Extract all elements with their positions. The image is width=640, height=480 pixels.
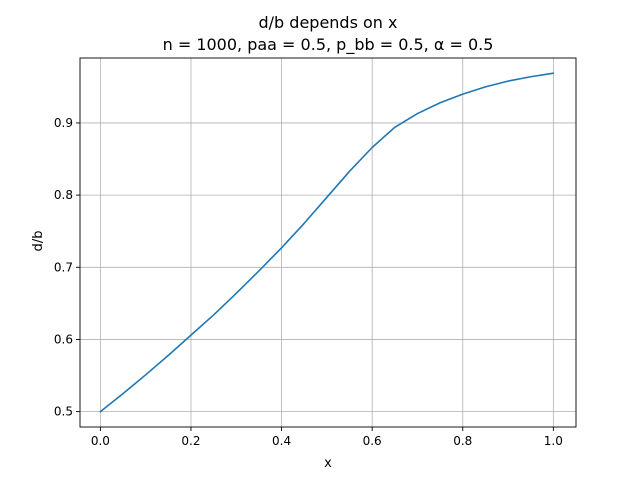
y-tick-label-3: 0.8: [54, 188, 73, 202]
y-tick-label-2: 0.7: [54, 260, 73, 274]
axes: [79, 57, 577, 428]
x-axis-label: x: [324, 456, 332, 471]
x-tick-label-2: 0.4: [272, 434, 291, 448]
ticks: 0.0 0.2 0.4 0.6 0.8 1.0 0.5 0.6 0.7 0.8 0.9: [54, 116, 563, 448]
series-line-0: [99, 72, 555, 413]
x-tick-label-1: 0.2: [181, 434, 200, 448]
x-tick-label-5: 1.0: [544, 434, 563, 448]
y-tick-label-4: 0.9: [54, 116, 73, 130]
chart-subtitle: n = 1000, paa = 0.5, p_bb = 0.5, α = 0.5: [163, 35, 494, 55]
y-tick-label-0: 0.5: [54, 405, 73, 419]
y-tick-label-1: 0.6: [54, 332, 73, 346]
plot-frame: [79, 57, 577, 428]
x-tick-label-4: 0.8: [453, 434, 472, 448]
x-tick-label-0: 0.0: [91, 434, 110, 448]
grid: [80, 58, 576, 427]
series-layer: [99, 72, 555, 413]
y-axis-label: d/b: [31, 231, 46, 252]
chart-title: d/b depends on x: [259, 13, 398, 32]
x-tick-label-3: 0.6: [363, 434, 382, 448]
